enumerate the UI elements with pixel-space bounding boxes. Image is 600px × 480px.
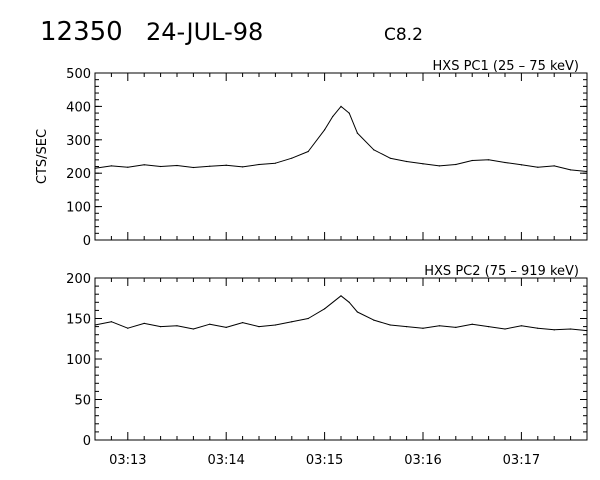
- hxs-pc2-panel: 0 50 100 150 200 03:13 03:14 03:15 03:16 03:17 HXS…: [66, 264, 588, 468]
- data-point: [406, 160, 408, 163]
- data-point: [586, 170, 588, 173]
- data-point: [143, 164, 145, 166]
- data-point: [553, 329, 555, 331]
- data-point: [127, 327, 129, 329]
- data-point: [258, 163, 260, 166]
- data-point: [291, 157, 293, 159]
- data-point: [274, 324, 276, 326]
- hxs-pc1-panel: 0 100 200 300 400 500 HXS PC1 (25 – 75 keV) CTS…: [35, 59, 588, 249]
- y-tick-label: 200: [66, 167, 91, 182]
- y-tick-label: 100: [66, 353, 91, 368]
- data-point: [340, 295, 342, 297]
- data-point: [324, 308, 326, 310]
- data-point: [94, 324, 96, 326]
- data-point: [389, 324, 391, 326]
- y-tick-label: 200: [66, 272, 91, 287]
- data-point: [324, 129, 326, 131]
- y-tick-label: 100: [66, 201, 91, 216]
- y-axis-label: CTS/SEC: [35, 129, 50, 184]
- data-point: [274, 162, 276, 164]
- data-point: [570, 328, 572, 330]
- data-point: [94, 167, 96, 169]
- data-point: [348, 301, 350, 303]
- data-point: [537, 327, 539, 329]
- data-point: [307, 317, 309, 320]
- data-point: [553, 165, 555, 167]
- x-tick-label: 03:16: [404, 453, 441, 468]
- data-point: [209, 323, 211, 325]
- data-point: [225, 164, 227, 166]
- data-point: [406, 326, 408, 328]
- data-point: [176, 325, 178, 327]
- data-point: [537, 166, 539, 168]
- data-point: [488, 326, 490, 328]
- data-point: [471, 159, 473, 162]
- data-point: [356, 311, 358, 313]
- y-tick-label: 50: [74, 394, 91, 409]
- event-id: 12350: [40, 17, 123, 47]
- data-point: [348, 112, 350, 114]
- data-point: [455, 163, 457, 166]
- y-tick-label: 300: [66, 134, 91, 149]
- y-tick-label: 0: [83, 234, 91, 249]
- data-point: [438, 165, 440, 167]
- data-point: [242, 321, 244, 324]
- x-tick-label: 03:15: [306, 453, 343, 468]
- data-point: [209, 165, 211, 167]
- data-point: [471, 323, 473, 325]
- event-date: 24-JUL-98: [146, 18, 263, 46]
- y-tick-label: 500: [66, 67, 91, 82]
- data-point: [389, 157, 391, 159]
- data-point: [504, 328, 506, 330]
- data-point: [143, 322, 145, 324]
- data-point: [242, 166, 244, 168]
- data-point: [160, 165, 162, 168]
- data-point: [586, 330, 588, 332]
- data-point: [455, 326, 457, 329]
- x-tick-label: 03:17: [503, 453, 540, 468]
- data-point: [307, 150, 309, 153]
- data-point: [291, 321, 293, 323]
- data-point: [438, 325, 440, 327]
- data-point: [356, 132, 358, 134]
- y-tick-label: 0: [83, 434, 91, 449]
- y-tick-label: 400: [66, 100, 91, 115]
- data-point: [422, 327, 424, 329]
- data-point: [110, 321, 112, 323]
- data-point: [504, 161, 506, 164]
- data-point: [340, 105, 342, 107]
- data-point: [488, 159, 490, 161]
- flare-class: C8.2: [384, 25, 423, 45]
- x-tick-label: 03:13: [109, 453, 146, 468]
- data-point: [127, 166, 129, 168]
- data-point: [373, 319, 375, 321]
- x-tick-label: 03:14: [207, 453, 244, 468]
- data-point: [176, 164, 178, 167]
- data-point: [258, 326, 260, 328]
- data-point: [160, 326, 162, 328]
- series-line: [94, 295, 588, 332]
- data-point: [520, 325, 523, 327]
- data-point: [192, 328, 194, 330]
- data-point: [225, 326, 227, 329]
- data-point: [332, 115, 334, 118]
- y-tick-label: 150: [66, 313, 91, 328]
- data-point: [192, 166, 194, 169]
- data-point: [520, 164, 523, 166]
- panel-title: HXS PC1 (25 – 75 keV): [433, 59, 579, 74]
- data-point: [422, 163, 424, 165]
- panel-title: HXS PC2 (75 – 919 keV): [424, 264, 579, 279]
- data-point: [570, 169, 572, 171]
- data-point: [110, 165, 112, 167]
- data-point: [373, 149, 375, 151]
